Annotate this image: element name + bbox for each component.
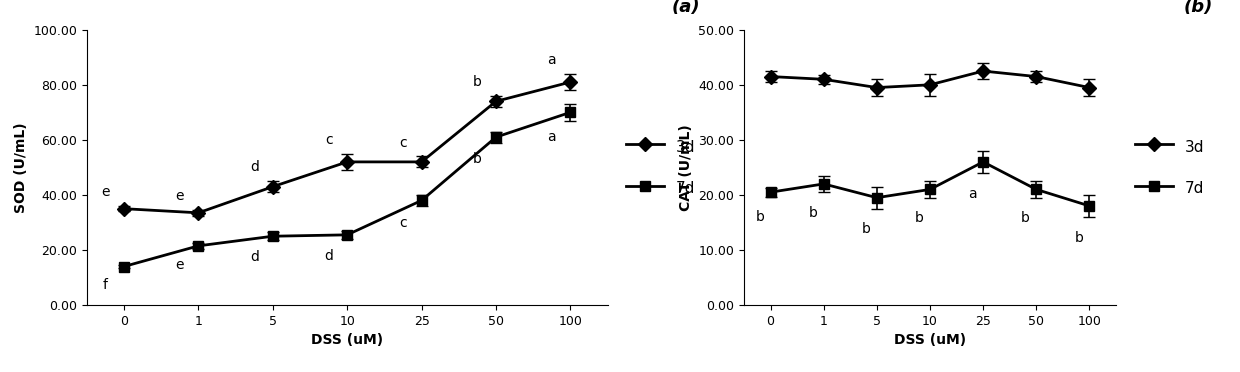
Y-axis label: CAT (U/mL): CAT (U/mL) — [678, 124, 693, 211]
Text: f: f — [103, 278, 108, 292]
Text: d: d — [249, 250, 259, 264]
3d — [869, 85, 884, 90]
Text: d: d — [249, 160, 259, 174]
Text: a: a — [548, 130, 556, 144]
Text: b: b — [472, 75, 482, 89]
3d — [976, 69, 991, 73]
Legend: 3d, 7d: 3d, 7d — [626, 137, 696, 198]
Text: e: e — [176, 189, 184, 203]
7d — [976, 160, 991, 164]
7d — [340, 232, 355, 237]
X-axis label: DSS (uM): DSS (uM) — [894, 333, 966, 347]
Text: c: c — [399, 135, 407, 150]
3d — [923, 83, 937, 87]
7d — [1029, 187, 1044, 192]
7d — [489, 135, 503, 140]
Text: a: a — [968, 187, 977, 201]
7d — [923, 187, 937, 192]
X-axis label: DSS (uM): DSS (uM) — [311, 333, 383, 347]
3d — [191, 211, 206, 215]
3d — [489, 99, 503, 103]
Text: b: b — [1074, 231, 1084, 245]
7d — [763, 190, 777, 195]
7d — [1083, 204, 1097, 208]
Legend: 3d, 7d: 3d, 7d — [1135, 137, 1205, 198]
7d — [816, 182, 831, 186]
3d — [265, 185, 280, 189]
Line: 3d: 3d — [119, 77, 575, 218]
Text: (b): (b) — [1183, 0, 1213, 16]
7d — [563, 110, 578, 115]
3d — [816, 77, 831, 81]
3d — [1083, 85, 1097, 90]
7d — [117, 264, 131, 269]
Text: b: b — [472, 152, 482, 166]
3d — [340, 160, 355, 164]
Text: b: b — [755, 210, 764, 224]
3d — [563, 80, 578, 84]
Line: 7d: 7d — [119, 108, 575, 271]
Text: (a): (a) — [671, 0, 701, 16]
Text: a: a — [548, 53, 556, 67]
3d — [763, 74, 777, 79]
3d — [117, 206, 131, 211]
3d — [1029, 74, 1044, 79]
3d — [414, 160, 429, 164]
Line: 3d: 3d — [766, 66, 1094, 92]
Text: e: e — [102, 185, 109, 199]
7d — [191, 244, 206, 248]
Text: c: c — [325, 133, 332, 147]
7d — [265, 234, 280, 238]
Y-axis label: SOD (U/mL): SOD (U/mL) — [14, 122, 27, 213]
Text: c: c — [399, 216, 407, 230]
Text: e: e — [176, 258, 184, 272]
Text: b: b — [862, 222, 870, 237]
Text: b: b — [915, 211, 924, 225]
Text: b: b — [1022, 211, 1030, 225]
Text: d: d — [324, 248, 334, 263]
7d — [414, 198, 429, 203]
Text: b: b — [808, 206, 817, 220]
7d — [869, 195, 884, 200]
Line: 7d: 7d — [766, 157, 1094, 211]
